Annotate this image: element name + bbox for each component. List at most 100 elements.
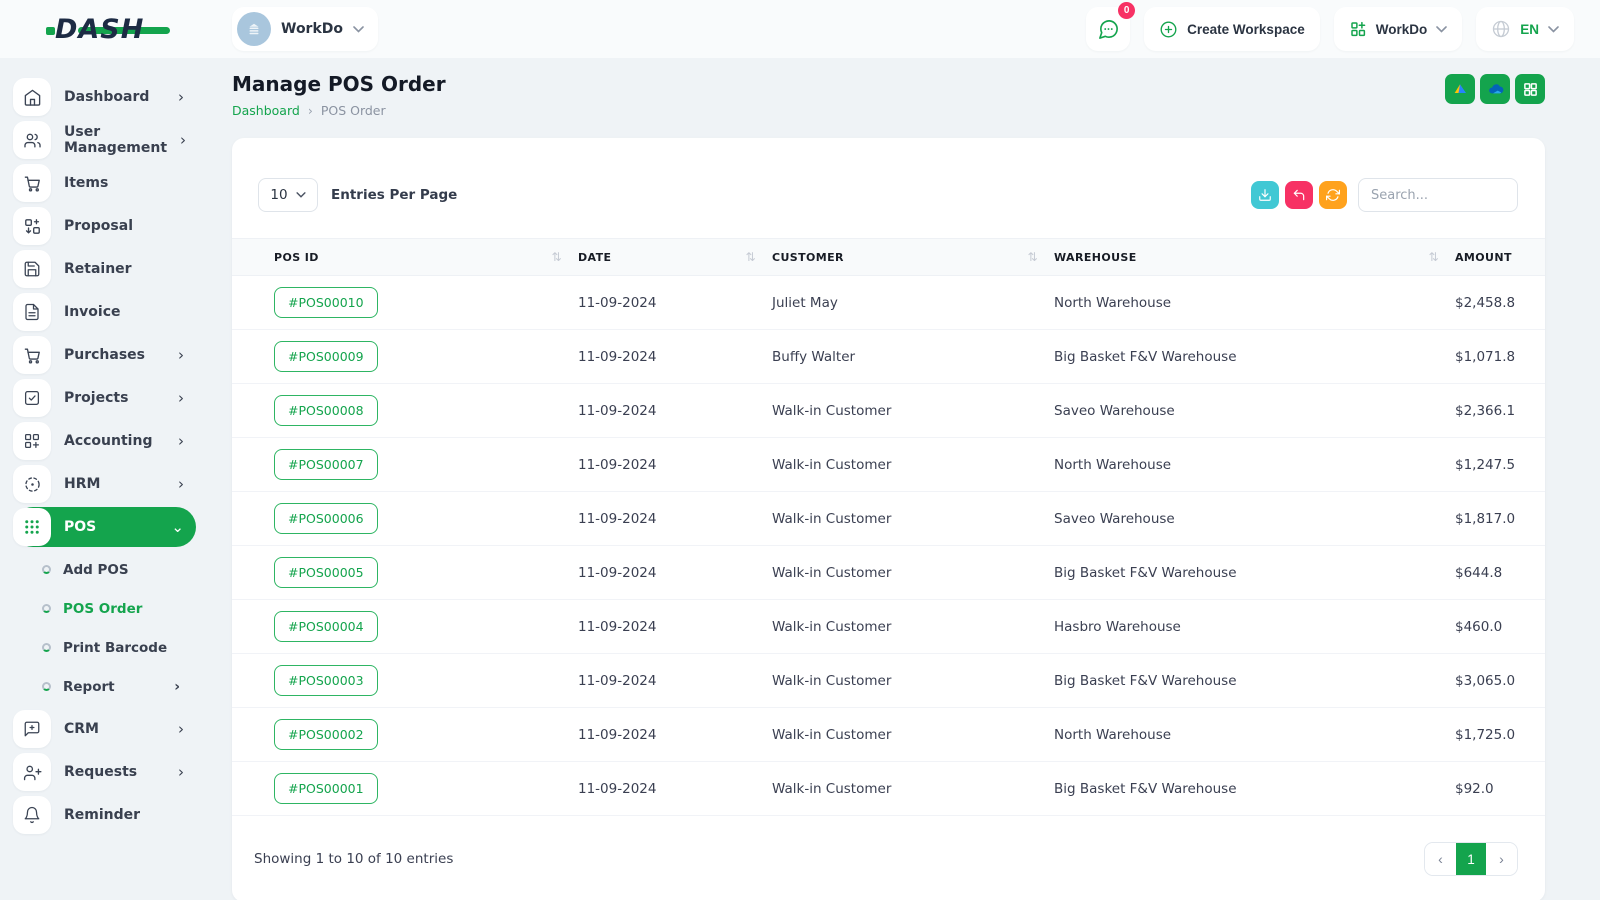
onedrive-button[interactable] — [1480, 74, 1510, 104]
sidebar-item-pos[interactable]: POS ⌄ — [13, 507, 196, 547]
sort-icon[interactable]: ⇅ — [1428, 250, 1439, 264]
breadcrumb-current: POS Order — [320, 103, 386, 118]
table-row: #POS00005 11-09-2024 Walk-in Customer Bi… — [232, 545, 1545, 600]
sidebar-subitem-print-barcode[interactable]: Print Barcode — [0, 628, 210, 667]
pos-id-link[interactable]: #POS00004 — [274, 611, 378, 642]
chevron-right-icon: › — [178, 87, 184, 106]
cell-customer: Walk-in Customer — [772, 707, 1054, 762]
cell-customer: Buffy Walter — [772, 329, 1054, 384]
users-icon — [13, 121, 51, 159]
sidebar-item-retainer[interactable]: Retainer — [13, 249, 196, 289]
workspace-selector[interactable]: WorkDo — [232, 7, 379, 51]
column-header-date: DATE — [578, 250, 612, 264]
cell-date: 11-09-2024 — [578, 761, 772, 816]
grid-plus-icon — [1350, 21, 1365, 37]
pos-id-link[interactable]: #POS00003 — [274, 665, 378, 696]
pagination-next-button[interactable]: › — [1486, 843, 1517, 875]
sidebar-item-projects[interactable]: Projects › — [13, 378, 196, 418]
entries-per-page-select[interactable]: 10 — [258, 178, 318, 212]
workspace-avatar — [237, 12, 271, 46]
sidebar-subitem-pos-order[interactable]: POS Order — [0, 589, 210, 628]
cell-warehouse: Big Basket F&V Warehouse — [1054, 761, 1455, 816]
grid-icon — [1523, 82, 1537, 96]
plus-circle-icon — [1160, 21, 1177, 37]
column-header-customer: CUSTOMER — [772, 250, 844, 264]
showing-entries-text: Showing 1 to 10 of 10 entries — [254, 851, 454, 867]
google-drive-icon — [1454, 84, 1466, 93]
chevron-down-icon — [1548, 25, 1559, 33]
sidebar-subitem-report[interactable]: Report › — [0, 667, 210, 706]
export-button[interactable] — [1251, 181, 1279, 209]
reset-button[interactable] — [1285, 181, 1313, 209]
sidebar-item-crm[interactable]: CRM › — [13, 709, 196, 749]
sidebar-subitem-add-pos[interactable]: Add POS — [0, 550, 210, 589]
search-input[interactable] — [1358, 178, 1518, 212]
cell-amount: $2,458.8 — [1455, 275, 1545, 330]
grid-view-button[interactable] — [1515, 74, 1545, 104]
refresh-button[interactable] — [1319, 181, 1347, 209]
bullet-icon — [42, 604, 51, 613]
create-workspace-button[interactable]: Create Workspace — [1144, 7, 1320, 51]
pos-id-link[interactable]: #POS00005 — [274, 557, 378, 588]
pos-order-table: POS ID ⇅ DATE ⇅ CUSTOMER ⇅ WAREHOUSE ⇅ AMOUN… — [232, 238, 1545, 816]
pos-id-link[interactable]: #POS00006 — [274, 503, 378, 534]
cell-customer: Juliet May — [772, 275, 1054, 330]
pos-id-link[interactable]: #POS00010 — [274, 287, 378, 318]
file-text-icon — [13, 293, 51, 331]
hrm-icon — [13, 465, 51, 503]
cell-amount: $460.0 — [1455, 599, 1545, 654]
refresh-icon — [1326, 189, 1340, 201]
sidebar-item-proposal[interactable]: Proposal — [13, 206, 196, 246]
sidebar-item-requests[interactable]: Requests › — [13, 752, 196, 792]
proposal-icon — [13, 207, 51, 245]
chevron-down-icon — [1436, 25, 1448, 33]
pos-id-link[interactable]: #POS00007 — [274, 449, 378, 480]
table-header-row: POS ID ⇅ DATE ⇅ CUSTOMER ⇅ WAREHOUSE ⇅ AMOUN… — [232, 238, 1545, 276]
cell-amount: $1,725.0 — [1455, 707, 1545, 762]
sidebar-item-dashboard[interactable]: Dashboard › — [13, 77, 196, 117]
table-row: #POS00008 11-09-2024 Walk-in Customer Sa… — [232, 383, 1545, 438]
chevron-right-icon: › — [178, 345, 184, 364]
chevron-right-icon: › — [180, 130, 187, 149]
sidebar-item-purchases[interactable]: Purchases › — [13, 335, 196, 375]
sidebar-item-invoice[interactable]: Invoice — [13, 292, 196, 332]
sidebar-item-accounting[interactable]: Accounting › — [13, 421, 196, 461]
sort-icon[interactable]: ⇅ — [745, 250, 756, 264]
pos-id-link[interactable]: #POS00008 — [274, 395, 378, 426]
app-switcher-button[interactable]: WorkDo — [1333, 7, 1463, 51]
cell-amount: $2,366.1 — [1455, 383, 1545, 438]
dots-grid-icon — [13, 508, 51, 546]
sidebar-item-reminder[interactable]: Reminder — [13, 795, 196, 835]
breadcrumb-dashboard-link[interactable]: Dashboard — [232, 103, 300, 118]
pos-id-link[interactable]: #POS00009 — [274, 341, 378, 372]
topbar: DASH WorkDo 0 Create Workspace WorkDo EN — [0, 0, 1600, 58]
cell-date: 11-09-2024 — [578, 545, 772, 600]
sort-icon[interactable]: ⇅ — [551, 250, 562, 264]
google-drive-button[interactable] — [1445, 74, 1475, 104]
pagination-page-1[interactable]: 1 — [1456, 843, 1486, 875]
table-row: #POS00010 11-09-2024 Juliet May North Wa… — [232, 275, 1545, 330]
language-selector[interactable]: EN — [1476, 7, 1574, 51]
pagination-prev-button[interactable]: ‹ — [1425, 843, 1456, 875]
table-row: #POS00009 11-09-2024 Buffy Walter Big Ba… — [232, 329, 1545, 384]
cell-customer: Walk-in Customer — [772, 545, 1054, 600]
bullet-icon — [42, 643, 51, 652]
dash-logo[interactable]: DASH — [0, 14, 210, 45]
sidebar-item-user-management[interactable]: User Management › — [13, 120, 196, 160]
globe-icon — [1493, 20, 1510, 38]
cell-warehouse: North Warehouse — [1054, 707, 1455, 762]
messages-button[interactable]: 0 — [1086, 2, 1136, 51]
table-row: #POS00001 11-09-2024 Walk-in Customer Bi… — [232, 761, 1545, 816]
pos-id-link[interactable]: #POS00002 — [274, 719, 378, 750]
sidebar-item-hrm[interactable]: HRM › — [13, 464, 196, 504]
onedrive-icon — [1488, 83, 1503, 93]
table-row: #POS00002 11-09-2024 Walk-in Customer No… — [232, 707, 1545, 762]
entries-per-page-label: Entries Per Page — [331, 187, 458, 203]
sort-icon[interactable]: ⇅ — [1027, 250, 1038, 264]
cell-date: 11-09-2024 — [578, 437, 772, 492]
check-square-icon — [13, 379, 51, 417]
sidebar-item-items[interactable]: Items — [13, 163, 196, 203]
undo-icon — [1293, 189, 1305, 201]
cell-warehouse: North Warehouse — [1054, 275, 1455, 330]
pos-id-link[interactable]: #POS00001 — [274, 773, 378, 804]
